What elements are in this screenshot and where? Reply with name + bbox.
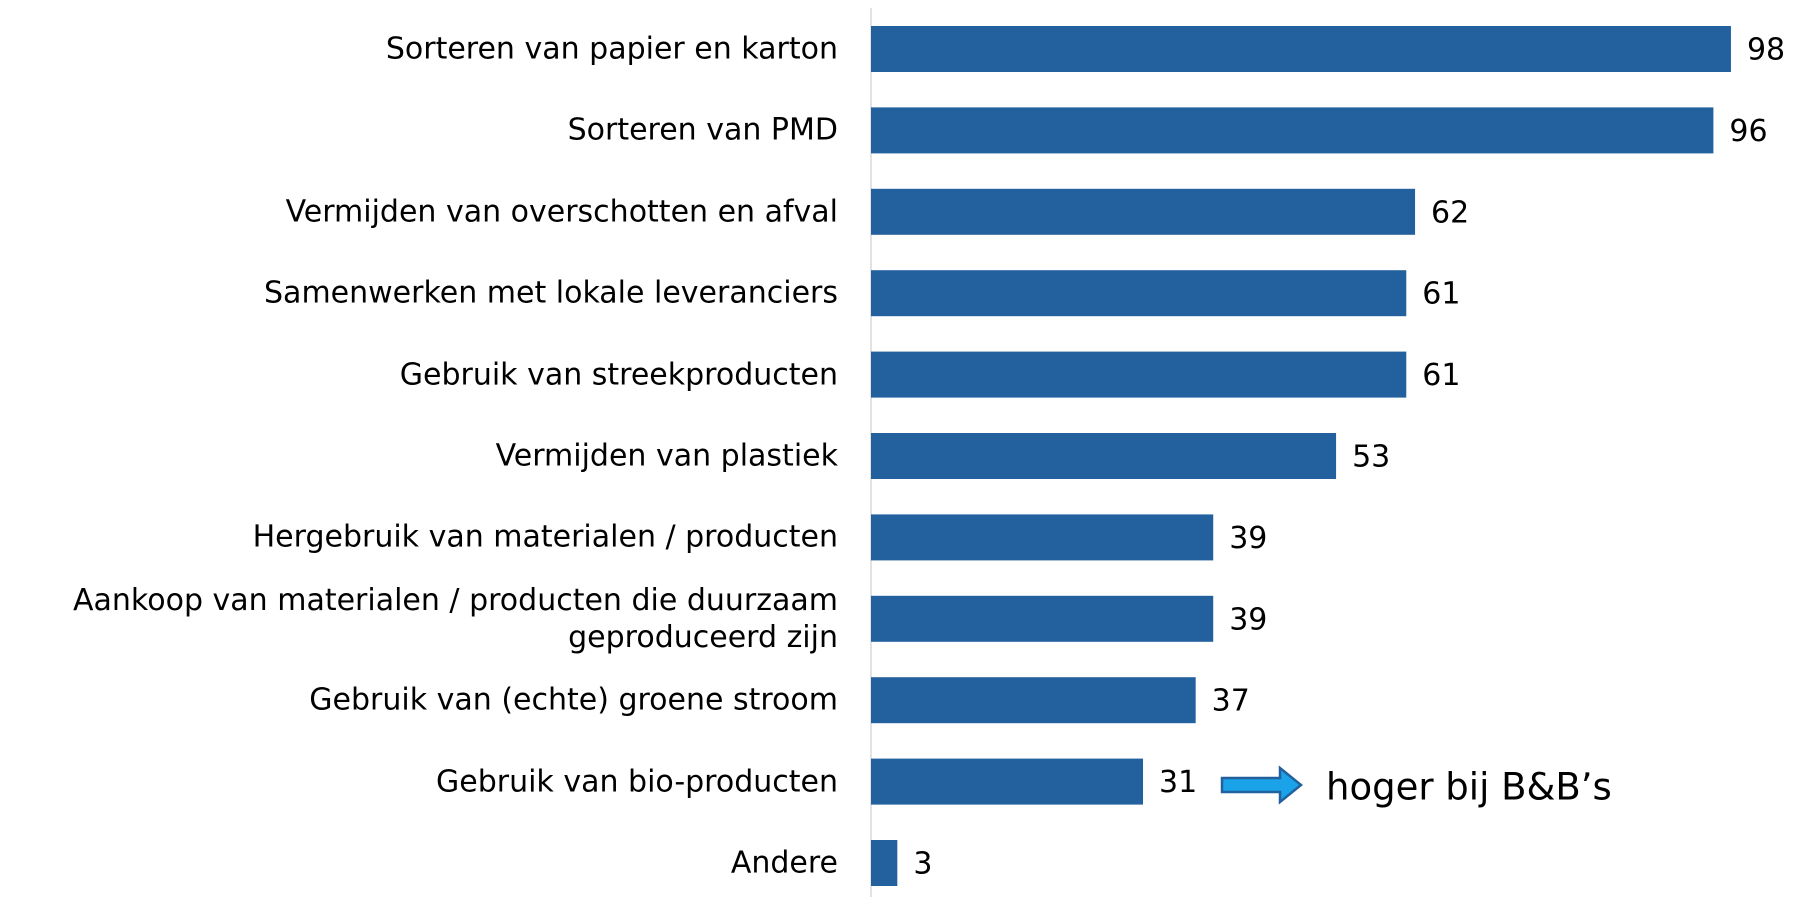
bar xyxy=(871,840,898,886)
bar xyxy=(871,188,1416,235)
category-label: Sorteren van PMD xyxy=(567,112,838,148)
value-label: 39 xyxy=(1229,602,1267,637)
value-label: 31 xyxy=(1159,765,1197,800)
category-label: Gebruik van bio-producten xyxy=(436,764,838,800)
category-label: Andere xyxy=(730,845,838,881)
bar xyxy=(871,26,1731,72)
category-label: Samenwerken met lokale leveranciers xyxy=(264,275,838,311)
value-label: 61 xyxy=(1422,358,1460,393)
category-label: Vermijden van plastiek xyxy=(495,438,838,474)
value-label: 96 xyxy=(1729,114,1767,149)
category-label: Sorteren van papier en karton xyxy=(385,31,838,67)
category-label: Gebruik van (echte) groene stroom xyxy=(309,682,838,718)
value-label: 61 xyxy=(1422,277,1460,312)
category-label: Gebruik van streekproducten xyxy=(399,357,838,393)
category-label: Aankoop van materialen / producten die d… xyxy=(73,582,838,655)
category-label: Vermijden van overschotten en afval xyxy=(285,194,838,230)
value-label: 98 xyxy=(1747,33,1785,68)
bar xyxy=(871,107,1714,154)
value-label: 37 xyxy=(1212,684,1250,719)
bar xyxy=(871,758,1144,805)
bar xyxy=(871,351,1407,398)
value-label: 39 xyxy=(1229,521,1267,556)
value-label: 62 xyxy=(1431,195,1469,230)
annotation-arrow xyxy=(1220,765,1303,805)
bar xyxy=(871,270,1407,317)
bar xyxy=(871,514,1214,561)
category-label: Hergebruik van materialen / producten xyxy=(252,519,838,555)
value-label: 3 xyxy=(913,847,932,882)
value-label: 53 xyxy=(1352,440,1390,475)
bar xyxy=(871,433,1337,479)
annotation: hoger bij B&B’s xyxy=(1326,766,1612,809)
bar xyxy=(871,595,1214,642)
arrow xyxy=(1220,765,1303,805)
bar xyxy=(871,677,1196,724)
